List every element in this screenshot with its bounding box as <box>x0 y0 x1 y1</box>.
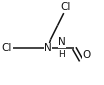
Text: N: N <box>58 37 66 47</box>
Text: N: N <box>44 43 52 53</box>
Text: Cl: Cl <box>2 43 12 53</box>
Text: H: H <box>59 50 65 59</box>
Text: Cl: Cl <box>60 2 71 12</box>
Text: O: O <box>82 50 90 60</box>
